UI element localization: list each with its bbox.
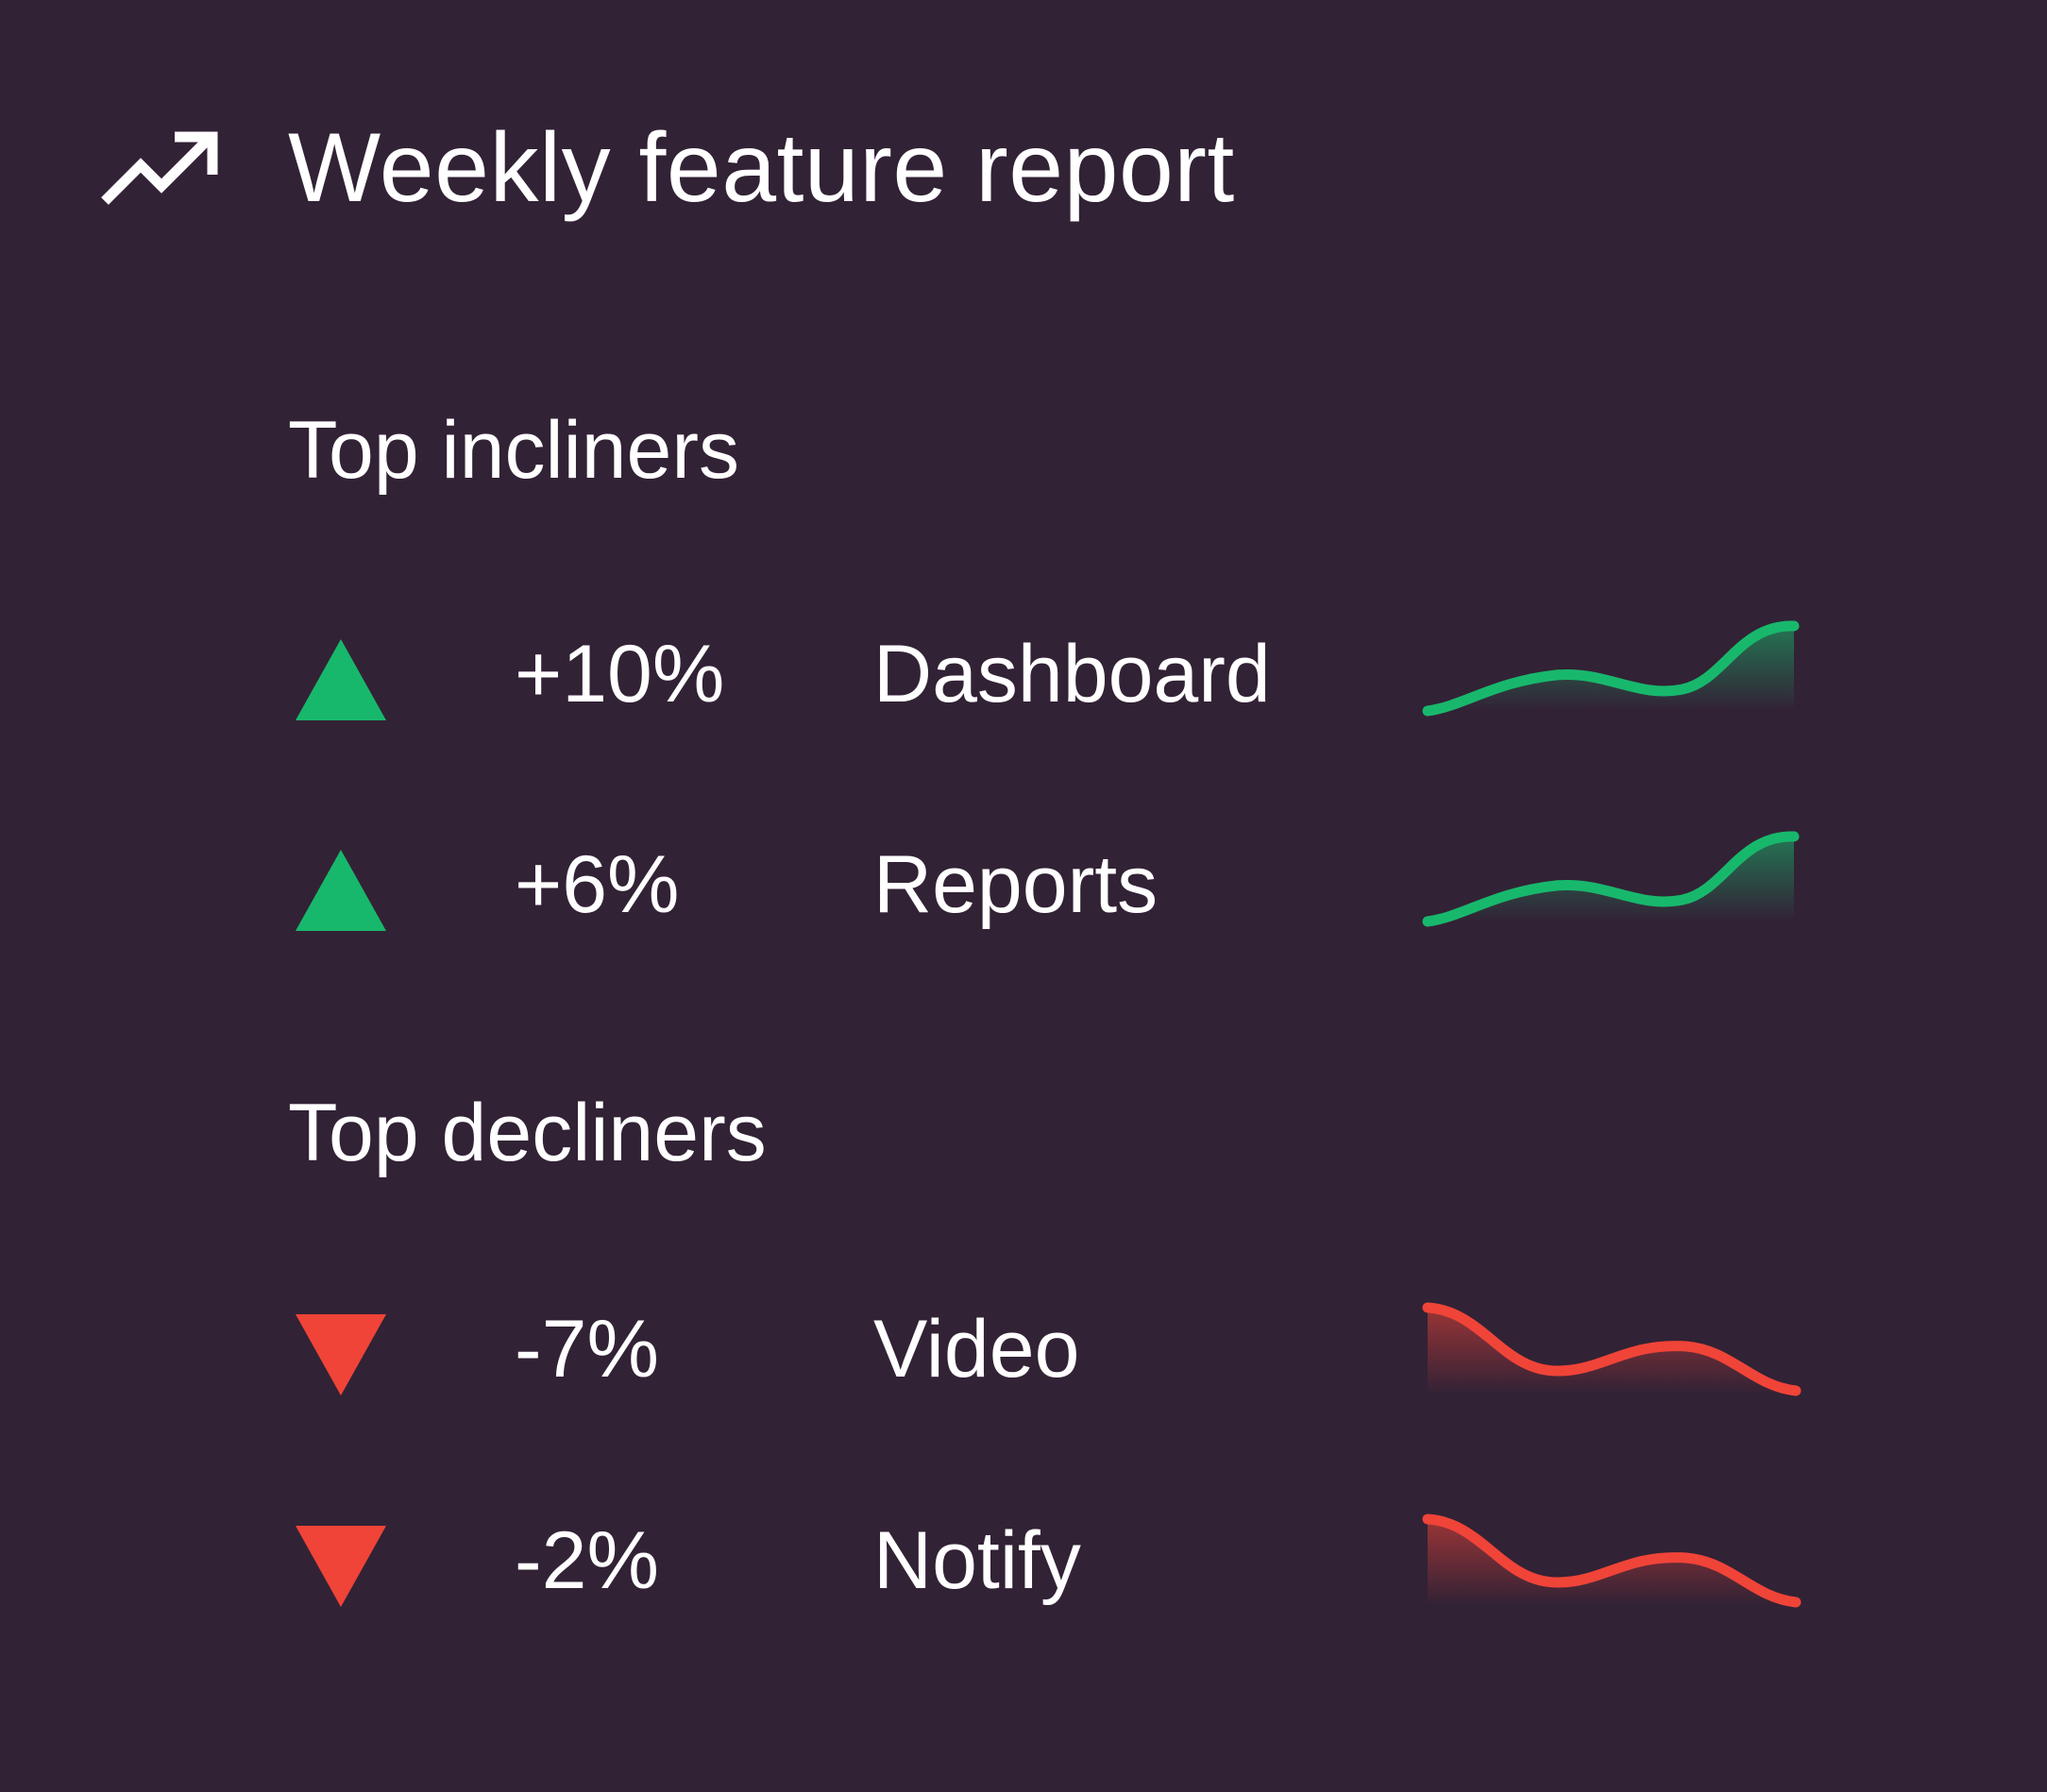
arrow-down-icon bbox=[296, 1314, 386, 1395]
incliner-row-reports[interactable]: +6% Reports bbox=[288, 829, 1818, 942]
incliner-row-dashboard[interactable]: +10% Dashboard bbox=[288, 618, 1818, 732]
sparkline-up bbox=[1422, 831, 1800, 927]
decliner-row-video[interactable]: -7% Video bbox=[288, 1293, 1818, 1407]
arrow-down-icon bbox=[296, 1526, 386, 1607]
feature-name: Video bbox=[873, 1304, 1080, 1395]
sparkline-down bbox=[1422, 1513, 1802, 1608]
page-title: Weekly feature report bbox=[288, 113, 1235, 223]
feature-name: Reports bbox=[873, 839, 1159, 930]
sparkline-down bbox=[1422, 1302, 1802, 1396]
change-value: +6% bbox=[515, 839, 680, 930]
decliner-row-notify[interactable]: -2% Notify bbox=[288, 1505, 1818, 1618]
change-value: +10% bbox=[515, 629, 725, 719]
feature-name: Notify bbox=[873, 1515, 1081, 1606]
report-header: Weekly feature report bbox=[99, 104, 1234, 236]
change-value: -7% bbox=[515, 1304, 659, 1395]
decliners-title: Top decliners bbox=[288, 1088, 767, 1178]
arrow-up-icon bbox=[296, 639, 386, 720]
trending-up-icon bbox=[101, 131, 218, 205]
sparkline-up bbox=[1422, 620, 1800, 717]
feature-name: Dashboard bbox=[873, 629, 1271, 719]
incliners-title: Top incliners bbox=[288, 405, 739, 496]
change-value: -2% bbox=[515, 1515, 659, 1606]
arrow-up-icon bbox=[296, 850, 386, 931]
